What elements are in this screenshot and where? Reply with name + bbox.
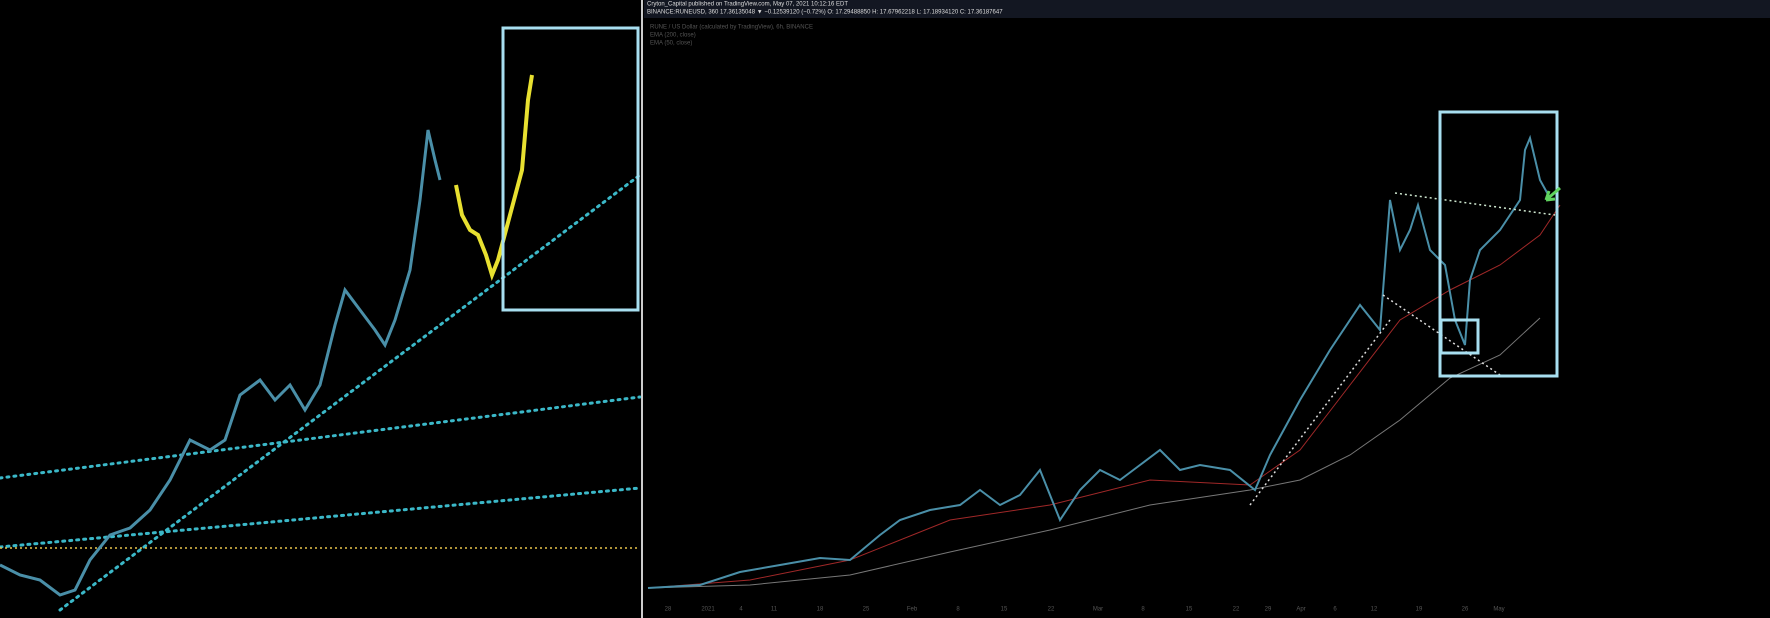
x-tick-label: 15 [1001,607,1008,613]
highlight-box [501,26,640,312]
legend-title: RUNE / US Dollar (calculated by TradingV… [650,25,813,31]
x-tick-label: 11 [771,607,778,613]
x-tick-label: 28 [665,607,672,613]
x-tick-label: 29 [1265,607,1272,613]
header-bar [644,0,1770,18]
arrow [1544,186,1561,202]
left-panel [0,26,642,612]
trend-line [0,395,642,480]
x-tick-label: 6 [1333,607,1337,613]
x-tick-label: 15 [1186,607,1193,613]
x-tick-label: Feb [907,607,918,613]
highlight-box [1438,110,1559,378]
x-tick-label: 8 [956,607,960,613]
x-tick-label: 22 [1048,607,1055,613]
x-axis: 28 2021 4 11 18 25 Feb 8 15 22 Mar 8 15 22 29 Apr 6 12 19 2… [665,607,1505,613]
x-tick-label: 19 [1416,607,1423,613]
ema-200 [647,317,1541,589]
x-tick-label: 12 [1371,607,1378,613]
trend-line [1249,319,1391,506]
highlighted-bars [454,74,534,282]
x-tick-label: Apr [1296,607,1305,613]
symbol-line: BINANCE:RUNEUSD, 360 17.36135048 ▼ −0.12… [647,10,1003,16]
x-tick-label: 26 [1462,607,1469,613]
x-tick-label: 2021 [701,607,715,613]
x-tick-label: 22 [1233,607,1240,613]
highlight-box [1439,318,1480,355]
trend-line [58,173,642,612]
x-tick-label: 18 [817,607,824,613]
legend-ema50: EMA (50, close) [650,41,692,47]
x-tick-label: Mar [1093,607,1103,613]
price-path [0,129,442,597]
publisher: Cryton_Capital published on TradingView.… [647,2,848,8]
x-tick-label: 4 [739,607,743,613]
legend-ema200: EMA (200, close) [650,33,696,39]
price-path [647,134,1551,589]
trend-line [1394,192,1556,216]
x-tick-label: 25 [863,607,870,613]
ema-50 [647,204,1561,589]
right-panel: Cryton_Capital published on TradingView.… [644,0,1770,613]
x-tick-label: May [1493,607,1504,613]
x-tick-label: 8 [1141,607,1145,613]
